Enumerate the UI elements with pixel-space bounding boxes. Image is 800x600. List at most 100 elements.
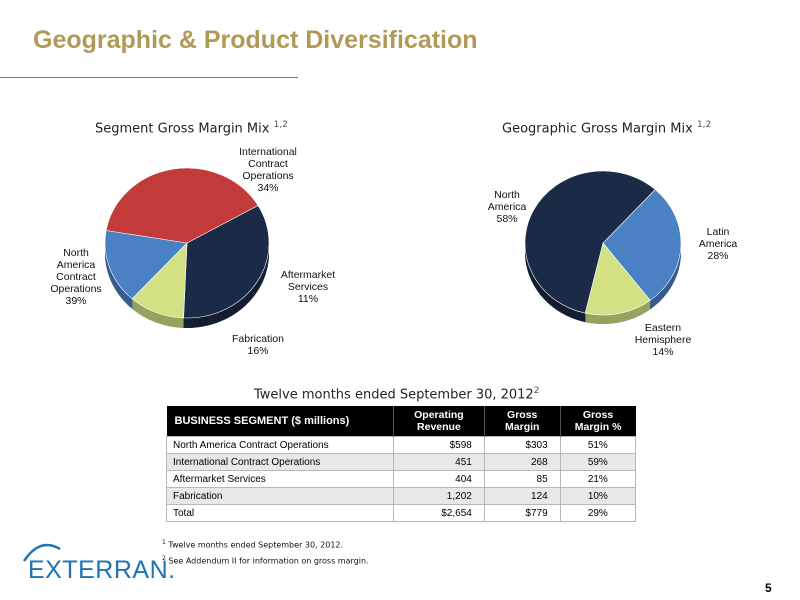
pie-label-line: Operations [242,170,294,182]
cell-revenue: $598 [393,436,485,454]
pie-slice-side [650,243,681,310]
pie-label-value: 11% [297,293,319,305]
segment-chart-title-footnote: 1,2 [273,120,288,130]
table-row: International Contract Operations 451 26… [166,453,637,471]
cell-segment: Aftermarket Services [166,470,394,488]
pie-label-value: 14% [652,346,674,358]
pie-slice-north-america-contract-operations [105,167,259,244]
pie-label-line: America [698,238,738,250]
cell-margin-pct: 29% [559,504,637,522]
cell-segment: North America Contract Operations [166,436,394,454]
header-operating-revenue: Operating Revenue [393,406,485,437]
pie-slice-eastern-hemisphere [584,242,651,316]
pie-slice-fabrication [104,230,188,300]
pie-label-line: Services [287,281,329,293]
cell-segment: International Contract Operations [166,453,394,471]
title-divider [0,77,298,78]
cell-margin: $303 [483,436,561,454]
pie-label-line: Latin [706,226,730,238]
geographic-chart-title: Geographic Gross Margin Mix 1,2 [502,120,711,136]
pie-label-line: America [487,201,527,213]
geo-label-latin-america: Latin America 28% [688,226,748,262]
pie-label-line: Eastern [644,322,682,334]
header-line: Operating [414,409,464,421]
table-header-row: BUSINESS SEGMENT ($ millions) Operating … [166,406,636,437]
geographic-pie-chart [524,170,682,324]
table-row: North America Contract Operations $598 $… [166,436,637,454]
pie-label-line: Aftermarket [280,269,336,281]
header-business-segment: BUSINESS SEGMENT ($ millions) [166,406,394,437]
header-line: Gross [507,409,538,421]
cell-margin-pct: 21% [559,470,637,488]
segment-label-fabrication: Fabrication 16% [220,333,296,357]
header-gross-margin: Gross Margin [484,406,561,437]
geo-label-north-america: North America 58% [478,189,536,225]
company-logo: EXTERRAN. [28,556,176,584]
cell-margin-pct: 10% [559,487,637,505]
logo-arc-icon [22,543,61,562]
segment-table: BUSINESS SEGMENT ($ millions) Operating … [166,406,637,522]
geographic-chart-title-text: Geographic Gross Margin Mix [502,121,693,137]
table-caption-footnote: 2 [533,386,540,396]
cell-margin: 85 [483,470,561,488]
pie-label-value: 34% [257,182,279,194]
pie-label-line: Hemisphere [634,334,692,346]
pie-slice-latin-america [602,189,682,301]
cell-revenue: 1,202 [393,487,485,505]
page-title: Geographic & Product Diversification [33,26,478,54]
pie-label-value: 16% [247,345,269,357]
segment-label-aftermarket: Aftermarket Services 11% [270,269,346,305]
footnote: 1 Twelve months ended September 30, 2012… [162,536,369,552]
footnote: 2 See Addendum II for information on gro… [162,552,369,568]
segment-chart-title: Segment Gross Margin Mix 1,2 [95,120,288,136]
pie-label-value: 58% [496,213,518,225]
cell-margin-pct: 51% [559,436,637,454]
table-row: Fabrication 1,202 124 10% [166,487,637,505]
geographic-chart-title-footnote: 1,2 [696,120,712,130]
cell-margin: 268 [483,453,561,471]
cell-revenue: 451 [393,453,485,471]
pie-label-value: 28% [707,250,729,262]
header-line: Margin [505,421,540,433]
pie-slice-side [585,300,651,324]
pie-slice-side [183,243,269,328]
cell-revenue: $2,654 [393,504,485,522]
pie-label-value: 39% [65,295,87,307]
page-number: 5 [765,581,772,595]
pie-label-line: Contract [56,271,96,283]
pie-label-line: North [494,189,520,201]
cell-segment: Fabrication [166,487,394,505]
cell-margin: $779 [483,504,561,522]
footnote-number: 1 [162,539,166,546]
table-caption-text: Twelve months ended September 30, 2012 [254,387,534,403]
cell-margin-pct: 59% [559,453,637,471]
pie-label-line: America [56,259,96,271]
footnote-text: See Addendum II for information on gross… [168,556,369,566]
pie-slice-side [105,243,133,309]
pie-label-line: North [63,247,89,259]
pie-label-line: Operations [50,283,102,295]
segment-pie-chart [104,167,270,328]
cell-segment: Total [166,504,394,522]
header-line: Revenue [417,421,461,433]
table-row-total: Total $2,654 $779 29% [166,504,637,522]
segment-label-north-america: North America Contract Operations 39% [36,247,116,307]
header-gross-margin-pct: Gross Margin % [560,406,636,437]
header-line: Gross [582,409,614,421]
segment-chart-title-text: Segment Gross Margin Mix [95,121,270,137]
pie-label-line: International [239,146,297,158]
cell-margin: 124 [483,487,561,505]
footnote-number: 2 [162,554,166,562]
pie-slice-north-america [524,170,656,314]
footnotes: 1 Twelve months ended September 30, 2012… [162,536,369,567]
pie-slice-side [525,243,586,323]
cell-revenue: 404 [393,470,485,488]
table-caption: Twelve months ended September 30, 20122 [254,386,539,402]
table-row: Aftermarket Services 404 85 21% [166,470,637,488]
pie-label-line: Fabrication [232,333,284,345]
geo-label-eastern-hemisphere: Eastern Hemisphere 14% [626,322,700,358]
header-line: Margin % [574,421,622,433]
footnote-text: Twelve months ended September 30, 2012. [168,540,344,550]
segment-label-international: International Contract Operations 34% [228,146,308,194]
pie-label-line: Contract [248,158,288,170]
